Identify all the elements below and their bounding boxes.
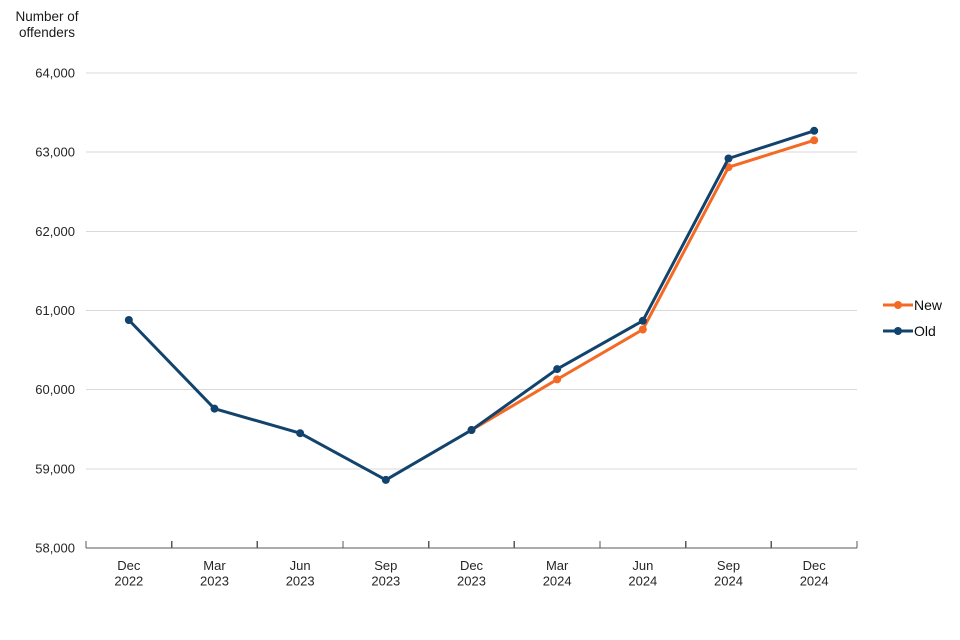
- series-new-point: [810, 136, 819, 145]
- y-tick-label: 59,000: [35, 461, 75, 476]
- series-old-point: [381, 475, 390, 484]
- x-tick-label: Dec 2022: [114, 558, 143, 589]
- x-tick-label: Dec 2024: [800, 558, 829, 589]
- legend-swatch-new: [883, 301, 913, 309]
- y-tick-label: 61,000: [35, 303, 75, 318]
- y-tick-label: 60,000: [35, 382, 75, 397]
- legend-item-old: Old: [882, 318, 942, 344]
- series-line-new: [470, 138, 816, 432]
- y-axis-title: Number of offenders: [15, 9, 79, 40]
- series-old-point: [296, 429, 305, 438]
- x-tick-label: Jun 2024: [628, 558, 657, 589]
- legend-label: New: [914, 297, 943, 313]
- y-tick-label: 63,000: [35, 145, 75, 160]
- series-old-point: [724, 154, 733, 163]
- x-tick-label: Sep 2024: [714, 558, 743, 589]
- x-tick-label: Mar 2024: [543, 558, 572, 589]
- series-old-point: [810, 126, 819, 135]
- x-tick-label: Sep 2023: [371, 558, 400, 589]
- x-tick-label: Mar 2023: [200, 558, 229, 589]
- legend: New Old: [882, 292, 942, 344]
- legend-label: Old: [914, 323, 936, 339]
- series-old-point: [467, 426, 476, 435]
- legend-item-new: New: [882, 292, 942, 318]
- series-new-point: [638, 325, 647, 334]
- series-old-point: [210, 404, 219, 413]
- x-tick-label: Jun 2023: [286, 558, 315, 589]
- legend-swatch-old: [883, 327, 913, 335]
- y-tick-label: 58,000: [35, 541, 75, 556]
- series-new-point: [553, 375, 562, 384]
- series-old-point: [553, 365, 562, 374]
- series-old-point: [124, 316, 133, 324]
- series-old-point: [638, 316, 647, 325]
- x-tick-label: Dec 2023: [457, 558, 486, 589]
- y-tick-label: 62,000: [35, 224, 75, 239]
- y-tick-label: 64,000: [35, 66, 75, 81]
